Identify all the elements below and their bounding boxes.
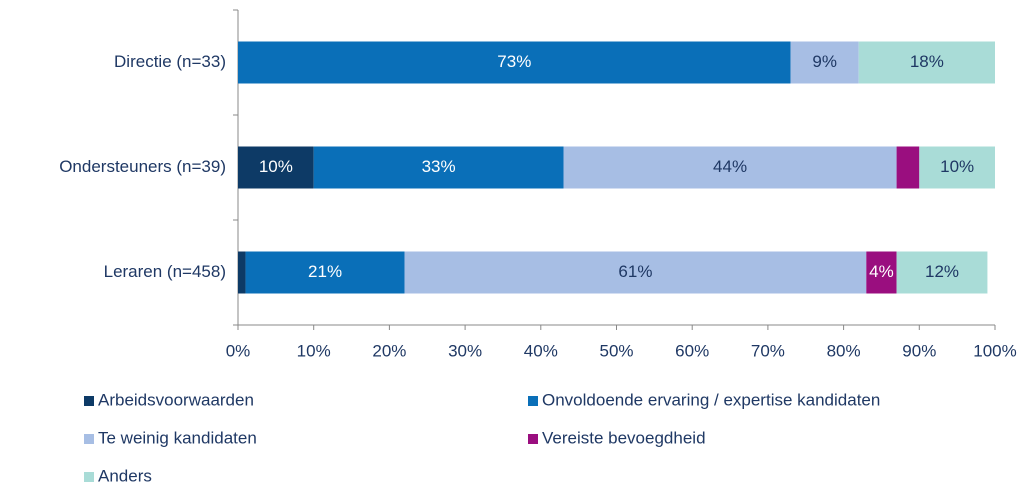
legend-swatch bbox=[84, 472, 94, 482]
x-tick-label: 90% bbox=[902, 341, 936, 360]
bar-segment bbox=[919, 146, 995, 189]
x-tick-label: 70% bbox=[751, 341, 785, 360]
bar-segment bbox=[896, 251, 988, 294]
bar-segment bbox=[238, 146, 314, 189]
data-label: 10% bbox=[259, 157, 293, 176]
data-label: 44% bbox=[713, 157, 747, 176]
legend-label: Te weinig kandidaten bbox=[98, 428, 257, 447]
x-tick-label: 10% bbox=[297, 341, 331, 360]
legend-swatch bbox=[528, 434, 538, 444]
data-label: 61% bbox=[618, 262, 652, 281]
legend-swatch bbox=[528, 396, 538, 406]
data-label: 21% bbox=[308, 262, 342, 281]
x-tick-label: 100% bbox=[973, 341, 1016, 360]
bar-segment bbox=[896, 146, 920, 189]
legend-label: Arbeidsvoorwaarden bbox=[98, 390, 254, 409]
bar-segment bbox=[245, 251, 405, 294]
bar-segment bbox=[790, 41, 859, 84]
bar-segment bbox=[563, 146, 897, 189]
legend-swatch bbox=[84, 434, 94, 444]
x-tick-label: 50% bbox=[599, 341, 633, 360]
bar-segment bbox=[238, 41, 791, 84]
y-tick-label: Leraren (n=458) bbox=[104, 262, 226, 281]
legend-swatch bbox=[84, 396, 94, 406]
bar-segment bbox=[238, 251, 246, 294]
data-label: 9% bbox=[812, 52, 837, 71]
legend-label: Onvoldoende ervaring / expertise kandida… bbox=[542, 390, 880, 409]
bar-segment bbox=[404, 251, 867, 294]
data-label: 73% bbox=[497, 52, 531, 71]
x-tick-label: 0% bbox=[226, 341, 251, 360]
x-tick-label: 80% bbox=[827, 341, 861, 360]
x-tick-label: 40% bbox=[524, 341, 558, 360]
x-tick-label: 60% bbox=[675, 341, 709, 360]
data-label: 10% bbox=[940, 157, 974, 176]
data-label: 4% bbox=[869, 262, 894, 281]
x-tick-label: 30% bbox=[448, 341, 482, 360]
y-tick-label: Ondersteuners (n=39) bbox=[59, 157, 226, 176]
data-label: 12% bbox=[925, 262, 959, 281]
data-label: 18% bbox=[910, 52, 944, 71]
bar-segment bbox=[858, 41, 995, 84]
x-tick-label: 20% bbox=[372, 341, 406, 360]
legend-label: Anders bbox=[98, 466, 152, 485]
bar-segment bbox=[866, 251, 897, 294]
legend-label: Vereiste bevoegdheid bbox=[542, 428, 706, 447]
data-label: 33% bbox=[422, 157, 456, 176]
y-tick-label: Directie (n=33) bbox=[114, 52, 226, 71]
bar-segment bbox=[313, 146, 564, 189]
